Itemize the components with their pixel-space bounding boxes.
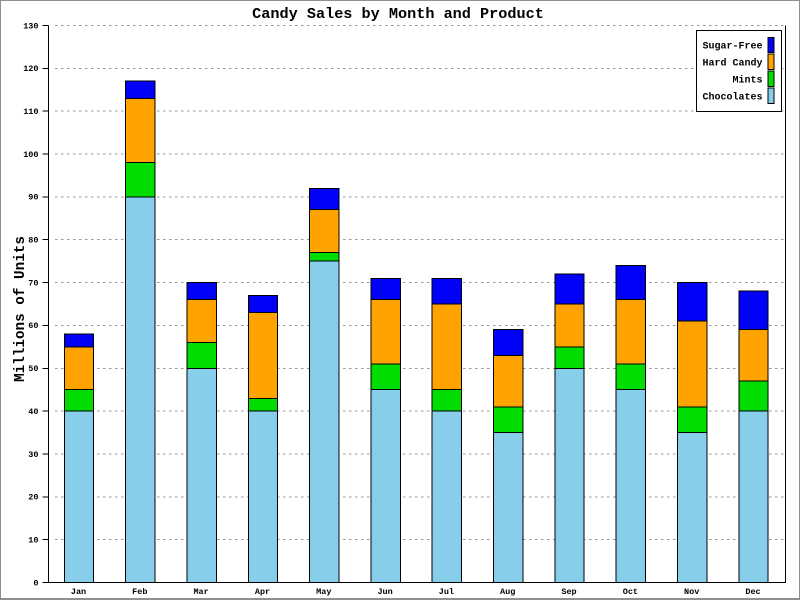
svg-text:Candy Sales by Month and Produ: Candy Sales by Month and Product [252, 5, 544, 23]
svg-text:Millions of Units: Millions of Units [13, 236, 29, 382]
svg-text:50: 50 [28, 364, 38, 374]
svg-text:Sep: Sep [561, 587, 576, 597]
svg-text:Oct: Oct [623, 587, 638, 597]
svg-text:110: 110 [23, 107, 38, 117]
svg-text:Sugar-Free: Sugar-Free [702, 42, 762, 53]
svg-text:Jun: Jun [377, 587, 392, 597]
svg-text:0: 0 [33, 578, 38, 588]
svg-text:Jan: Jan [71, 587, 86, 597]
svg-text:40: 40 [28, 407, 38, 417]
svg-text:Apr: Apr [255, 587, 270, 597]
svg-text:Dec: Dec [745, 587, 760, 597]
svg-text:120: 120 [23, 64, 38, 74]
svg-text:Mar: Mar [193, 587, 208, 597]
svg-text:Mints: Mints [732, 74, 762, 86]
svg-text:60: 60 [28, 321, 38, 331]
svg-text:Nov: Nov [684, 587, 699, 597]
svg-text:Jul: Jul [439, 587, 454, 597]
svg-text:70: 70 [28, 278, 38, 288]
svg-text:Chocolates: Chocolates [702, 91, 762, 103]
svg-text:130: 130 [23, 21, 38, 31]
svg-text:Aug: Aug [500, 587, 515, 597]
svg-text:May: May [316, 587, 331, 597]
svg-text:20: 20 [28, 493, 38, 503]
svg-text:80: 80 [28, 236, 38, 246]
svg-text:Feb: Feb [132, 587, 147, 597]
svg-text:100: 100 [23, 150, 38, 160]
svg-text:Hard Candy: Hard Candy [702, 58, 762, 70]
svg-text:30: 30 [28, 450, 38, 460]
svg-text:90: 90 [28, 193, 38, 203]
svg-text:10: 10 [28, 535, 38, 545]
